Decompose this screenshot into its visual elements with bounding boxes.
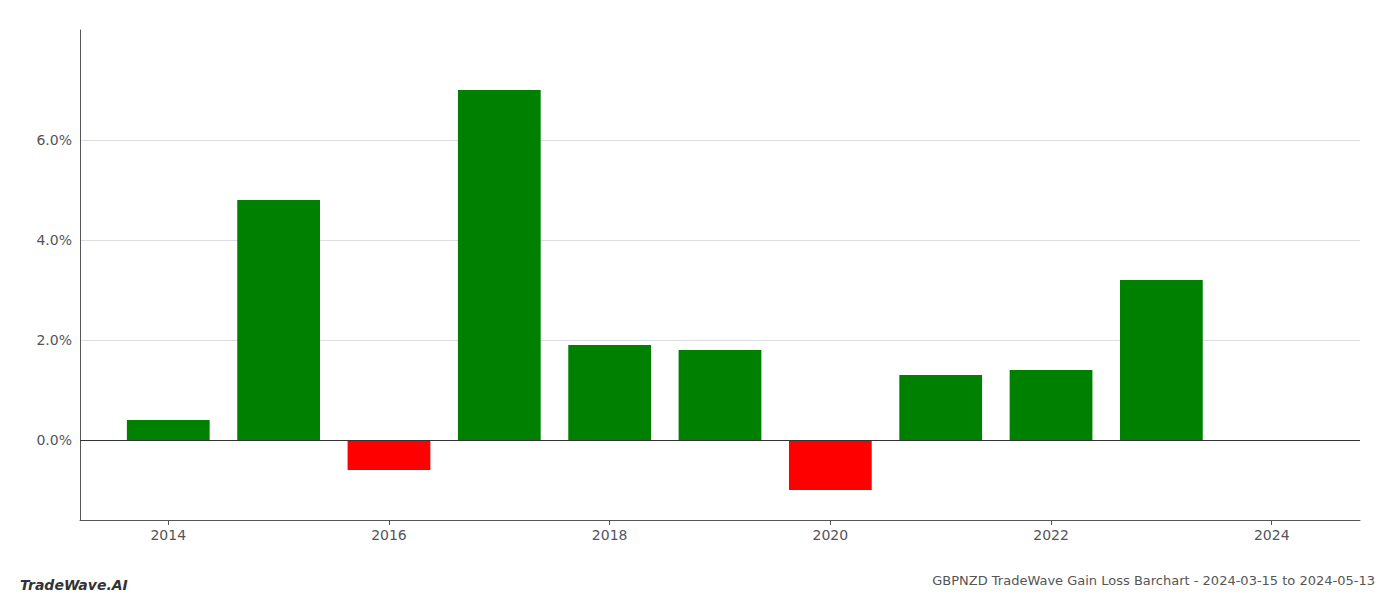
svg-text:2016: 2016	[371, 527, 407, 543]
svg-text:2.0%: 2.0%	[36, 332, 72, 348]
svg-text:2022: 2022	[1033, 527, 1069, 543]
svg-text:GBPNZD TradeWave Gain Loss Bar: GBPNZD TradeWave Gain Loss Barchart - 20…	[932, 573, 1375, 588]
svg-text:TradeWave.AI: TradeWave.AI	[20, 577, 128, 593]
svg-text:2014: 2014	[150, 527, 186, 543]
svg-text:2020: 2020	[813, 527, 849, 543]
svg-text:0.0%: 0.0%	[36, 432, 72, 448]
svg-text:4.0%: 4.0%	[36, 232, 72, 248]
svg-text:6.0%: 6.0%	[36, 132, 72, 148]
svg-text:2018: 2018	[592, 527, 628, 543]
svg-text:2024: 2024	[1254, 527, 1290, 543]
